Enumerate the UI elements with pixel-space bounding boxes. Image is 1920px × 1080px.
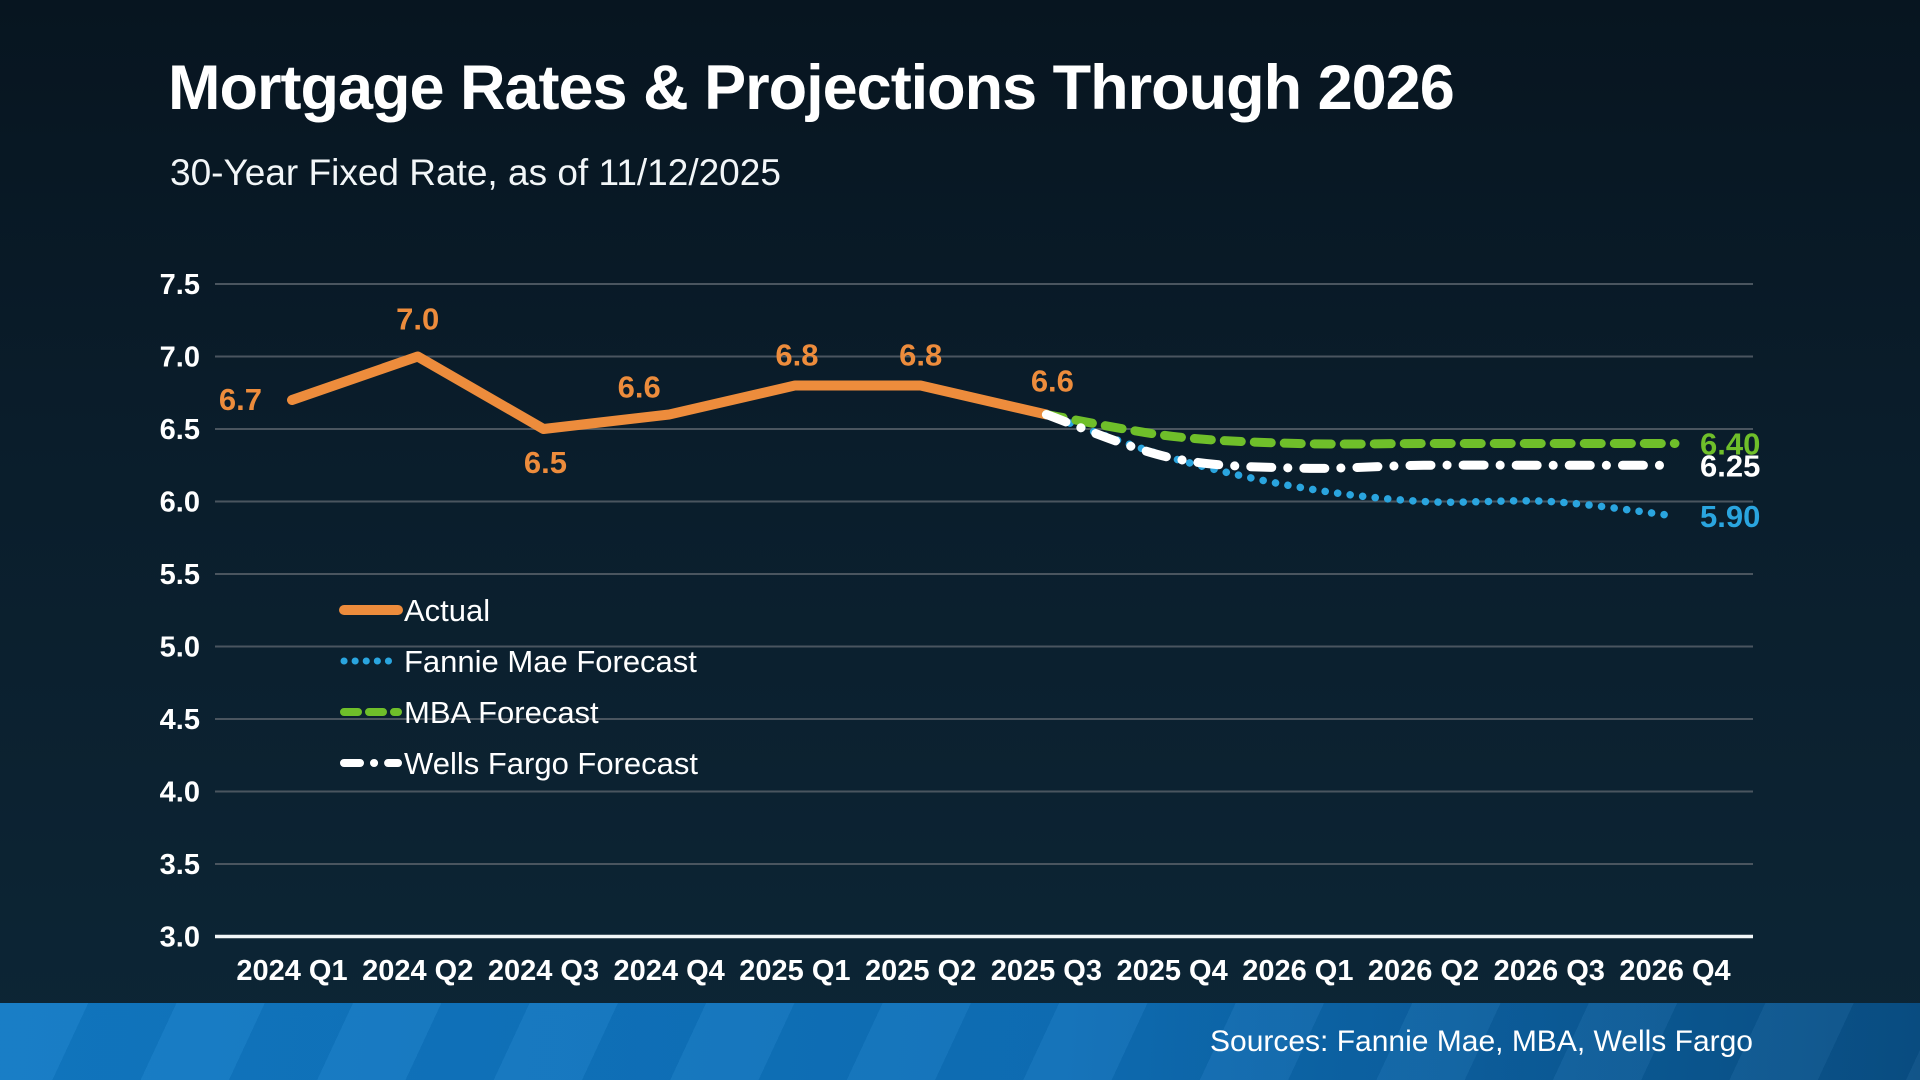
x-tick-label: 2025 Q4	[1116, 955, 1227, 987]
x-tick-label: 2026 Q1	[1242, 955, 1353, 987]
x-tick-label: 2024 Q2	[362, 955, 473, 987]
y-tick-label: 4.0	[160, 777, 200, 809]
x-tick-label: 2026 Q3	[1494, 955, 1605, 987]
footer-bar: Sources: Fannie Mae, MBA, Wells Fargo	[0, 1003, 1920, 1080]
y-tick-label: 3.5	[160, 849, 200, 881]
y-tick-label: 6.5	[160, 414, 200, 446]
legend-label: MBA Forecast	[404, 695, 599, 730]
data-point-label: 6.6	[618, 370, 661, 405]
series-line-wells_fargo	[1041, 410, 1680, 473]
legend-label: Actual	[404, 593, 490, 628]
x-tick-label: 2024 Q1	[236, 955, 347, 987]
legend-label: Wells Fargo Forecast	[404, 746, 698, 781]
y-tick-label: 3.0	[160, 922, 200, 954]
series-end-label: 5.90	[1700, 499, 1760, 534]
x-tick-label: 2026 Q4	[1619, 955, 1730, 987]
series-end-label: 6.40	[1700, 427, 1760, 462]
x-tick-label: 2024 Q4	[614, 955, 725, 987]
series-line-actual	[287, 351, 1052, 434]
y-tick-label: 7.5	[160, 269, 200, 301]
data-point-label: 6.6	[1031, 364, 1074, 399]
series-line-fannie_mae	[1042, 410, 1679, 520]
sources-text: Sources: Fannie Mae, MBA, Wells Fargo	[1210, 1024, 1753, 1058]
x-tick-label: 2026 Q2	[1368, 955, 1479, 987]
page-title: Mortgage Rates & Projections Through 202…	[168, 53, 1455, 123]
y-tick-label: 7.0	[160, 342, 200, 374]
data-point-label: 6.8	[899, 338, 942, 373]
x-tick-label: 2025 Q3	[991, 955, 1102, 987]
y-tick-label: 5.0	[160, 632, 200, 664]
x-tick-label: 2025 Q1	[739, 955, 850, 987]
y-tick-label: 5.5	[160, 559, 200, 591]
x-tick-label: 2024 Q3	[488, 955, 599, 987]
data-point-label: 6.5	[524, 445, 567, 480]
data-point-label: 6.7	[219, 382, 262, 417]
data-point-label: 7.0	[396, 302, 439, 337]
page-subtitle: 30-Year Fixed Rate, as of 11/12/2025	[170, 152, 781, 193]
series-end-label: 6.25	[1700, 448, 1760, 483]
series-line-mba	[1041, 410, 1680, 449]
y-tick-label: 4.5	[160, 704, 200, 736]
y-tick-label: 6.0	[160, 487, 200, 519]
x-tick-label: 2025 Q2	[865, 955, 976, 987]
data-point-label: 6.8	[775, 338, 818, 373]
legend-label: Fannie Mae Forecast	[404, 644, 697, 679]
